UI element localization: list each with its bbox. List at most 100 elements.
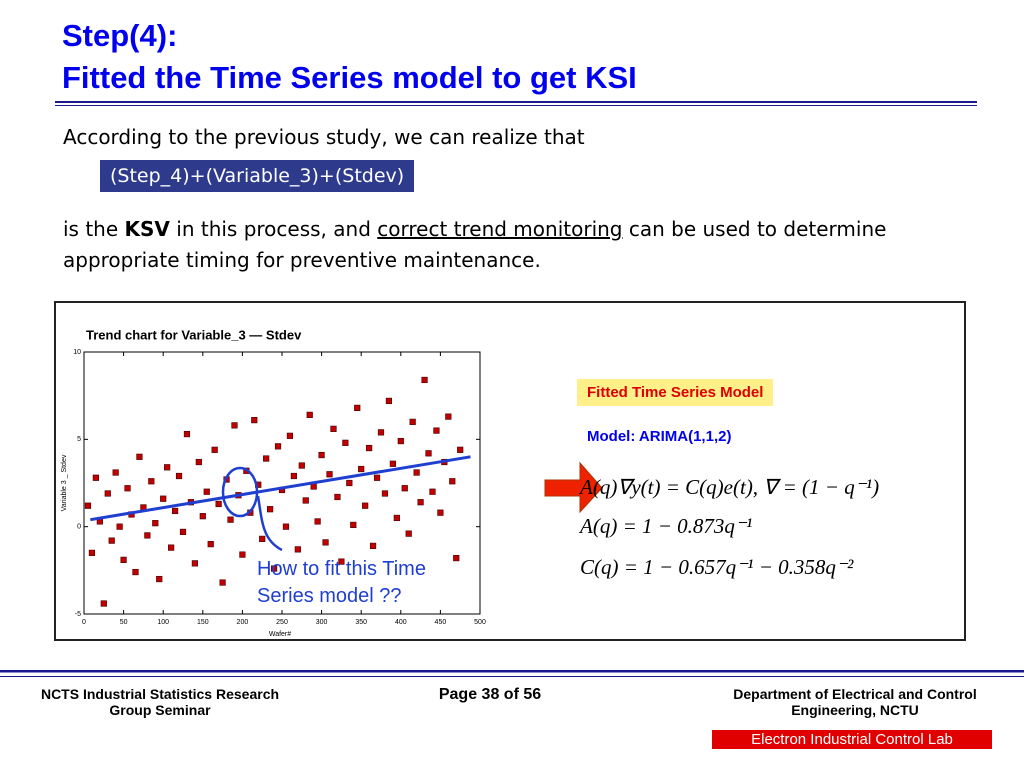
- point: [298, 462, 305, 469]
- x-tick-label: 150: [197, 619, 209, 626]
- x-tick-label: 500: [474, 619, 486, 626]
- point: [219, 579, 226, 586]
- point: [350, 521, 357, 529]
- point: [286, 432, 294, 439]
- text: is the: [63, 217, 125, 241]
- point: [385, 397, 393, 405]
- chart-title: Trend chart for Variable_3 — Stdev: [86, 327, 302, 342]
- point: [421, 376, 428, 384]
- point: [215, 500, 222, 508]
- rule: [0, 670, 1024, 673]
- point: [251, 417, 258, 424]
- point: [136, 453, 143, 460]
- point: [306, 411, 313, 418]
- point: [124, 485, 131, 492]
- x-tick-label: 0: [82, 619, 86, 626]
- point: [453, 555, 460, 562]
- point: [377, 429, 385, 436]
- point: [294, 546, 301, 553]
- point: [326, 471, 333, 478]
- point: [330, 425, 337, 432]
- point: [267, 506, 274, 513]
- point: [84, 502, 92, 509]
- text: in this process, and: [169, 217, 378, 241]
- arrow: [544, 461, 603, 514]
- point: [397, 437, 404, 445]
- y-tick-label: -5: [75, 611, 81, 618]
- point: [342, 439, 349, 446]
- point: [144, 532, 151, 539]
- point: [393, 514, 400, 522]
- point: [148, 478, 155, 485]
- point: [152, 520, 159, 527]
- y-tick-label: 5: [77, 436, 81, 443]
- point: [314, 518, 321, 525]
- footer-lab: Electron Industrial Control Lab: [712, 730, 992, 749]
- chart-frame: [54, 301, 966, 641]
- point: [366, 444, 373, 452]
- point: [362, 502, 369, 509]
- x-tick-label: 100: [157, 619, 169, 626]
- point: [413, 469, 420, 476]
- point: [282, 523, 290, 530]
- point: [211, 446, 218, 453]
- point: [168, 544, 175, 551]
- point: [389, 460, 396, 467]
- rule: [0, 676, 1024, 677]
- point: [318, 451, 325, 459]
- point: [401, 485, 408, 492]
- point: [183, 430, 191, 438]
- point: [116, 523, 123, 530]
- point: [274, 443, 282, 450]
- point: [259, 535, 266, 542]
- point: [433, 427, 440, 434]
- point: [199, 513, 206, 520]
- x-axis-label: Wafer#: [269, 631, 291, 638]
- x-tick-label: 350: [355, 619, 367, 626]
- x-tick-label: 450: [435, 619, 447, 626]
- point: [334, 493, 341, 501]
- point: [457, 446, 464, 453]
- x-tick-label: 300: [316, 619, 328, 626]
- point: [179, 528, 187, 536]
- model-box: Fitted Time Series Model: [577, 379, 774, 406]
- point: [346, 479, 353, 487]
- paragraph: is the KSV in this process, and correct …: [63, 214, 903, 276]
- highlight-ellipse: [221, 466, 259, 518]
- point: [405, 530, 412, 537]
- y-tick-label: 10: [73, 349, 81, 356]
- point: [338, 558, 345, 565]
- point: [191, 560, 198, 567]
- trend-line: [90, 455, 471, 522]
- text: can be used to determine appropriate tim…: [63, 217, 887, 272]
- point: [195, 458, 202, 466]
- point: [227, 516, 234, 523]
- rule: [55, 101, 977, 103]
- formula-box: (Step_4)+(Variable_3)+(Stdev): [100, 160, 415, 192]
- point: [156, 575, 163, 583]
- point: [239, 551, 246, 558]
- point: [270, 565, 278, 572]
- title-line: Step(4):: [62, 18, 178, 53]
- point: [369, 542, 377, 549]
- rule: [55, 105, 977, 106]
- point: [164, 464, 171, 471]
- point: [108, 537, 115, 544]
- point: [290, 472, 297, 480]
- annotation: How to fit this Time Series model ??: [257, 558, 426, 607]
- point: [373, 474, 381, 481]
- point: [92, 474, 99, 481]
- model-label: Model: ARIMA(1,1,2): [587, 428, 732, 445]
- point: [425, 450, 432, 457]
- point: [429, 488, 436, 495]
- equation: C(q) = 1 − 0.657q⁻¹ − 0.358q⁻²: [580, 555, 854, 579]
- text: correct trend monitoring: [377, 217, 623, 241]
- point: [132, 568, 139, 576]
- title-line: Fitted the Time Series model to get KSI: [62, 60, 637, 95]
- x-tick-label: 200: [237, 619, 249, 626]
- footer-left: NCTS Industrial Statistics Research Grou…: [40, 686, 280, 718]
- intro: According to the previous study, we can …: [63, 125, 585, 149]
- point: [322, 539, 329, 546]
- point: [104, 490, 111, 497]
- point: [171, 507, 179, 515]
